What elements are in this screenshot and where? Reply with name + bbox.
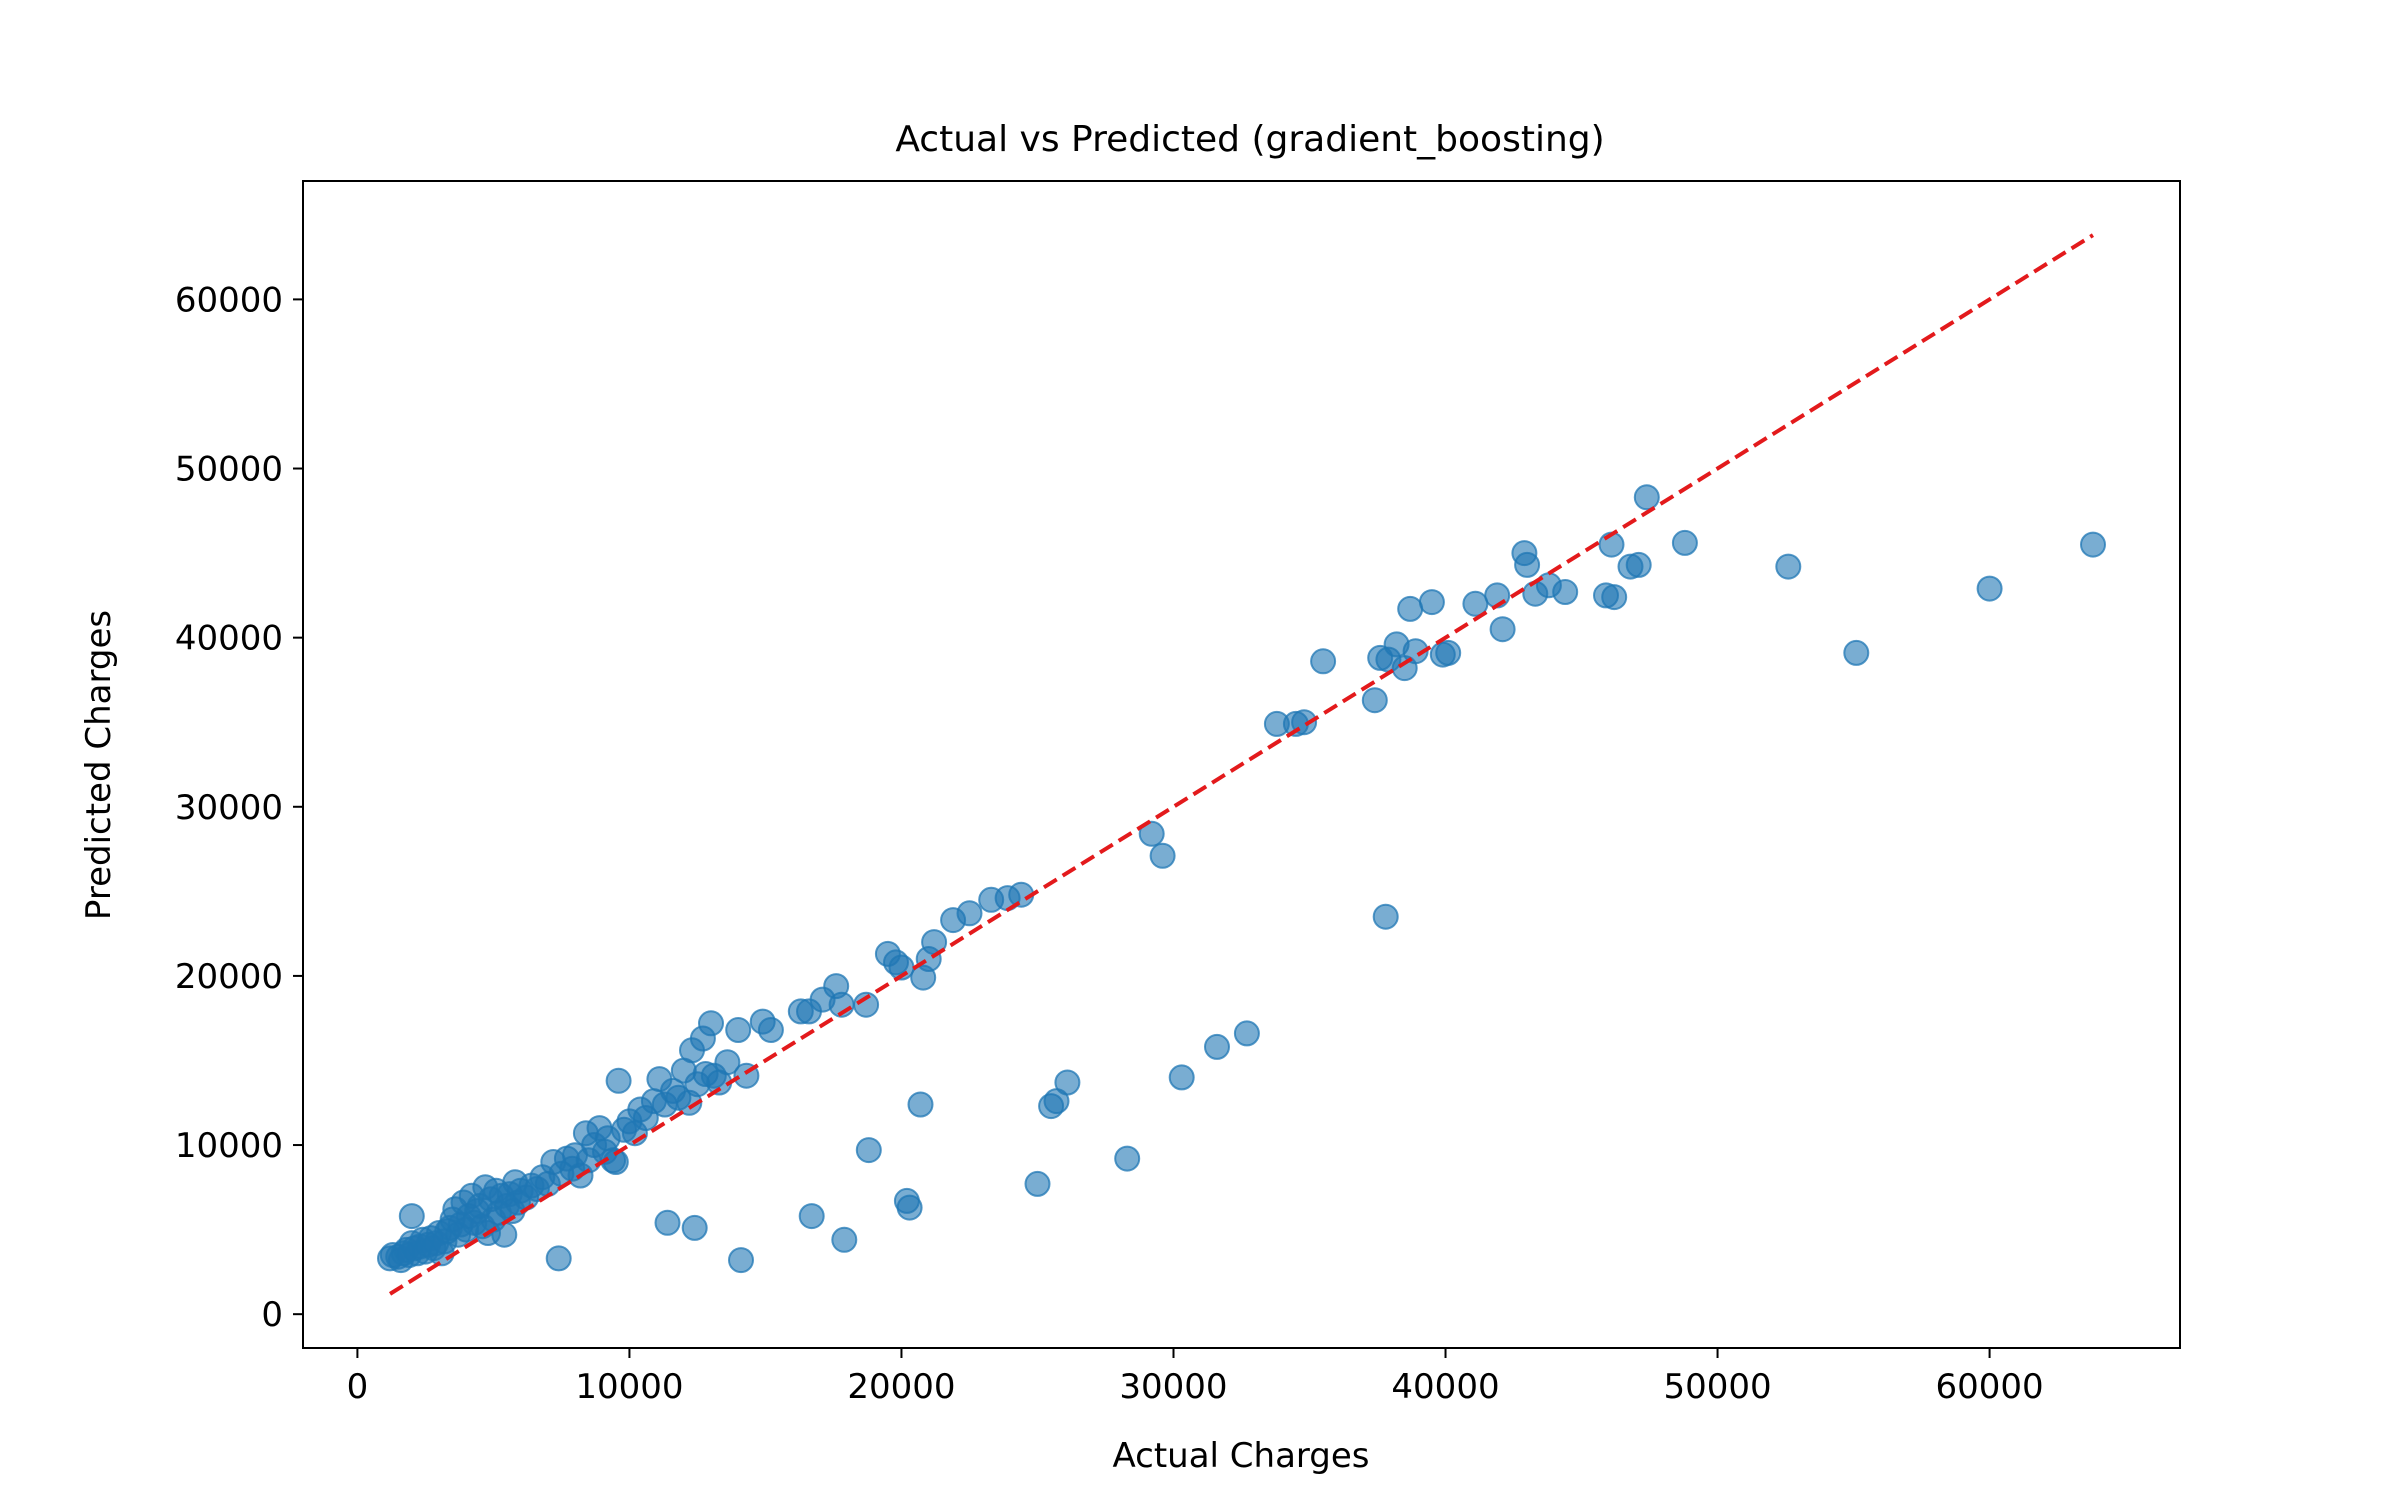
x-tick-label: 60000 <box>1935 1367 2043 1407</box>
y-tick-label: 20000 <box>175 957 283 997</box>
x-axis-label: Actual Charges <box>1112 1436 1369 1476</box>
data-point <box>1633 484 1660 511</box>
data-point <box>654 1209 681 1236</box>
plot-frame <box>302 180 2181 1349</box>
x-tick-label: 10000 <box>575 1367 683 1407</box>
data-point <box>1149 842 1176 869</box>
data-point <box>1489 616 1516 643</box>
data-point <box>896 1194 923 1221</box>
data-point <box>855 1137 882 1164</box>
data-point <box>1233 1020 1260 1047</box>
reference-line <box>388 233 2095 1296</box>
data-point <box>1552 579 1579 605</box>
x-tick-label: 40000 <box>1391 1367 1499 1407</box>
x-tick-label: 20000 <box>847 1367 955 1407</box>
data-point <box>728 1247 754 1274</box>
x-tick-label: 30000 <box>1119 1367 1227 1407</box>
y-tick-label: 60000 <box>175 280 283 320</box>
data-point <box>714 1049 741 1076</box>
x-tick-label: 0 <box>347 1367 369 1407</box>
data-point <box>1601 584 1628 611</box>
data-point <box>1114 1145 1141 1172</box>
y-tick-label: 10000 <box>175 1126 283 1166</box>
data-point <box>1024 1170 1051 1197</box>
data-point <box>725 1017 752 1043</box>
data-point <box>398 1203 425 1230</box>
data-point <box>681 1214 708 1241</box>
data-point <box>1775 553 1802 580</box>
chart-title: Actual vs Predicted (gradient_boosting) <box>895 119 1604 160</box>
data-point <box>1372 903 1399 930</box>
data-point <box>1397 595 1424 622</box>
data-point <box>698 1010 724 1037</box>
y-tick-label: 0 <box>261 1295 283 1335</box>
data-point <box>831 1226 858 1253</box>
data-point <box>1310 648 1337 675</box>
data-point <box>1054 1069 1081 1096</box>
data-point <box>545 1245 572 1272</box>
plot-area <box>302 180 2181 1349</box>
data-point <box>1843 639 1870 666</box>
data-point <box>1138 820 1165 847</box>
y-axis: 0 10000 20000 30000 40000 50000 60000 <box>175 280 303 1335</box>
data-point <box>1625 551 1652 578</box>
data-point <box>1204 1033 1230 1060</box>
data-point <box>1435 639 1462 666</box>
data-point <box>1361 687 1388 714</box>
data-point <box>1671 529 1698 556</box>
data-point <box>907 1091 934 1118</box>
y-tick-label: 30000 <box>175 788 283 828</box>
data-point <box>2080 531 2106 558</box>
data-point <box>1402 638 1429 665</box>
data-point <box>1168 1064 1195 1091</box>
y-axis-label: Predicted Charges <box>79 610 119 920</box>
data-point <box>1976 575 2003 602</box>
data-point <box>956 900 983 927</box>
data-point <box>1514 551 1541 578</box>
y-tick-label: 50000 <box>175 450 283 490</box>
data-point <box>798 1203 825 1230</box>
data-point <box>1418 589 1445 616</box>
y-tick-label: 40000 <box>175 619 283 659</box>
x-axis: 0 10000 20000 30000 40000 50000 60000 <box>347 1348 2044 1407</box>
data-point <box>605 1067 632 1094</box>
x-tick-label: 50000 <box>1663 1367 1771 1407</box>
data-point <box>757 1017 784 1043</box>
data-point <box>853 991 880 1018</box>
data-point <box>491 1221 518 1248</box>
